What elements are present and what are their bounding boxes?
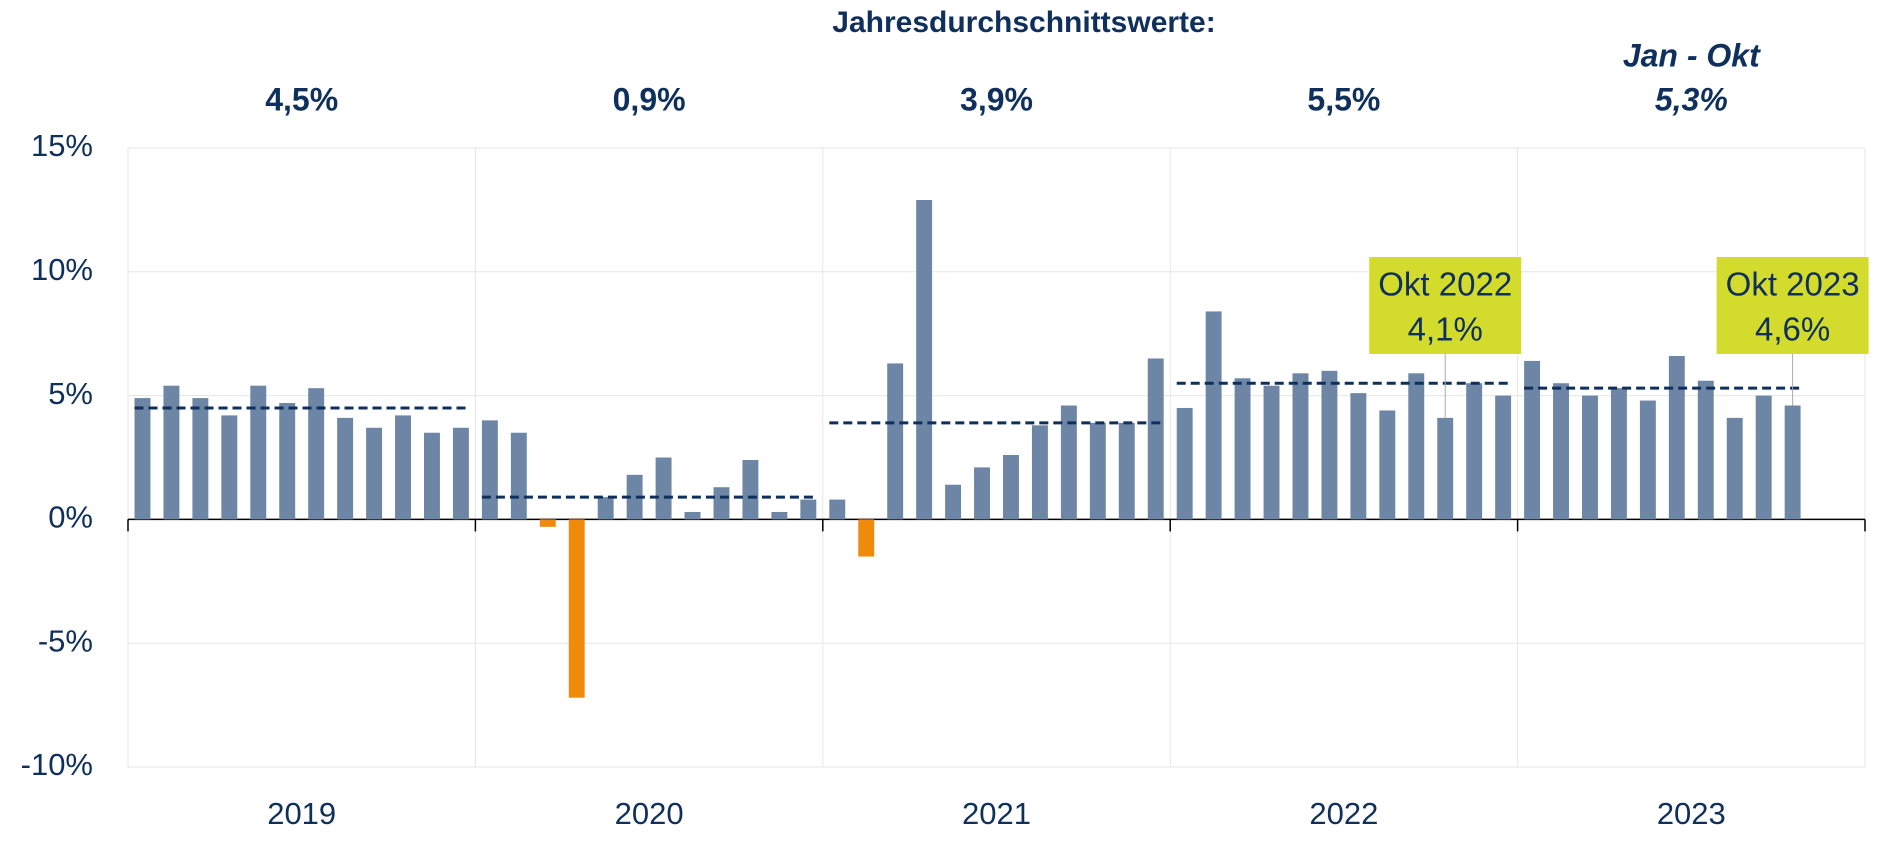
bar xyxy=(1495,395,1512,520)
bar xyxy=(395,415,411,520)
bar xyxy=(1205,311,1222,520)
bar xyxy=(1060,405,1077,520)
bar xyxy=(684,511,701,520)
bar xyxy=(1321,370,1338,520)
bar xyxy=(974,467,990,520)
bar xyxy=(1263,385,1280,520)
bar xyxy=(1147,358,1164,520)
bar xyxy=(626,474,643,520)
bar xyxy=(279,403,296,520)
annotation-box xyxy=(1716,257,1869,354)
y-tick-label: -10% xyxy=(21,747,93,782)
bar xyxy=(1292,373,1309,520)
bar xyxy=(1639,400,1656,520)
y-tick-label: 15% xyxy=(31,128,93,163)
bar xyxy=(192,398,209,520)
average-label: 5,5% xyxy=(1307,81,1380,117)
bar xyxy=(1524,360,1541,520)
bar xyxy=(1176,407,1193,520)
bar xyxy=(308,388,325,520)
bar xyxy=(655,457,672,520)
bar xyxy=(1553,383,1569,520)
bar xyxy=(163,385,180,520)
bar xyxy=(1118,422,1135,520)
bar xyxy=(771,511,788,520)
y-tick-label: 5% xyxy=(48,376,93,411)
bar xyxy=(1003,455,1019,520)
bar xyxy=(510,432,527,520)
bar xyxy=(1610,388,1627,520)
bar xyxy=(221,415,238,520)
bar xyxy=(887,363,904,520)
x-tick-label: 2022 xyxy=(1309,796,1378,831)
chart-title: Jahresdurchschnittswerte: xyxy=(832,6,1215,39)
average-note: Jan - Okt xyxy=(1623,37,1761,73)
bar xyxy=(424,432,440,520)
average-label: 0,9% xyxy=(613,81,686,117)
bar xyxy=(337,417,354,520)
bar xyxy=(134,398,151,520)
bar xyxy=(1466,383,1483,520)
bar xyxy=(1755,395,1772,520)
bar xyxy=(1784,405,1801,520)
bar xyxy=(1350,393,1367,520)
bar xyxy=(1089,422,1106,520)
bar xyxy=(366,427,383,520)
x-tick-label: 2020 xyxy=(615,796,684,831)
average-label: 4,5% xyxy=(265,81,338,117)
bar xyxy=(1582,395,1598,520)
bar xyxy=(250,385,267,520)
annotation-value: 4,6% xyxy=(1755,311,1830,348)
annotation-box xyxy=(1369,257,1522,354)
bar xyxy=(1379,410,1396,520)
bar xyxy=(742,459,759,520)
bar xyxy=(1726,417,1743,520)
bar xyxy=(1668,355,1685,520)
average-label: 5,3% xyxy=(1655,81,1728,117)
bar xyxy=(1697,380,1714,520)
annotation-value: 4,1% xyxy=(1408,311,1483,348)
annotation-text: Okt 2023 xyxy=(1726,266,1860,303)
bar xyxy=(916,199,933,520)
bar xyxy=(539,519,556,527)
bar xyxy=(1031,425,1048,520)
bar xyxy=(597,497,614,520)
bar xyxy=(1437,417,1454,520)
annotation-text: Okt 2022 xyxy=(1378,266,1512,303)
bar xyxy=(568,519,585,698)
x-tick-label: 2023 xyxy=(1657,796,1726,831)
y-tick-label: 10% xyxy=(31,252,93,287)
bar xyxy=(800,499,817,520)
y-tick-label: 0% xyxy=(48,500,93,535)
bar xyxy=(829,499,846,520)
x-tick-label: 2021 xyxy=(962,796,1031,831)
bar xyxy=(452,427,469,520)
bar xyxy=(713,487,730,520)
bar xyxy=(1408,373,1425,520)
bar xyxy=(1234,378,1251,520)
bar xyxy=(481,420,498,520)
y-tick-label: -5% xyxy=(38,623,93,658)
average-label: 3,9% xyxy=(960,81,1033,117)
x-tick-label: 2019 xyxy=(267,796,336,831)
bar xyxy=(858,519,875,557)
bar xyxy=(945,484,962,520)
